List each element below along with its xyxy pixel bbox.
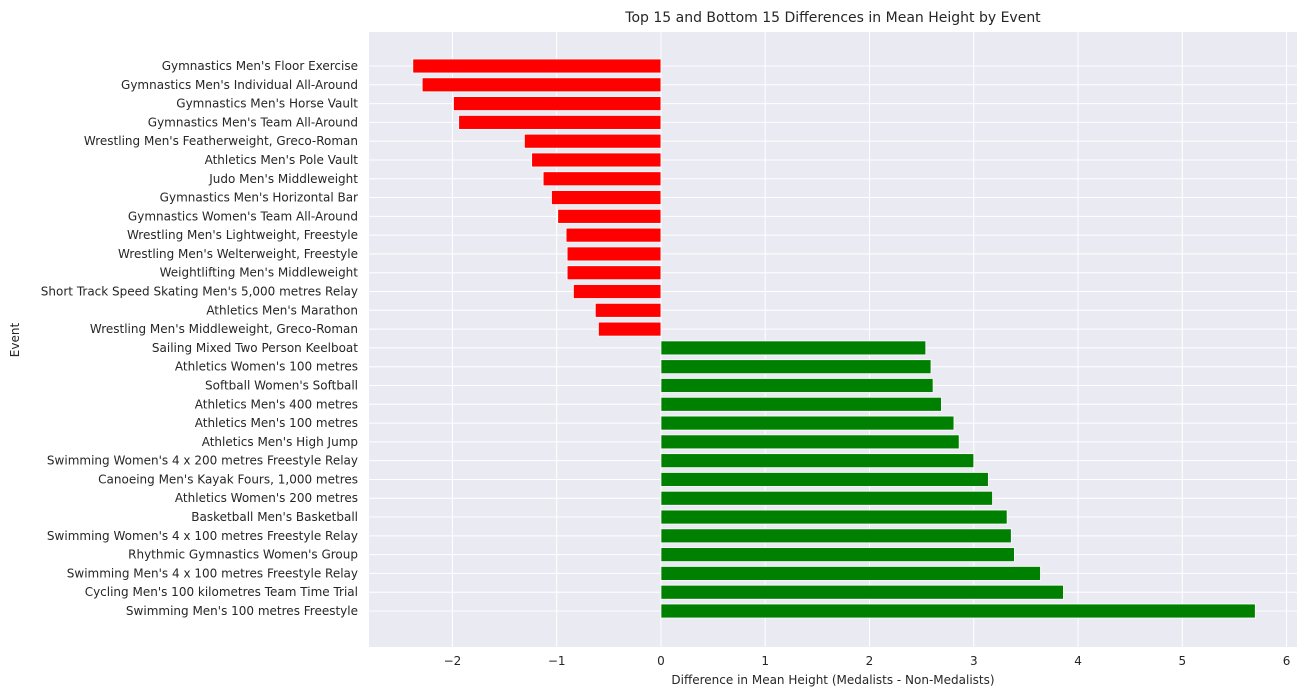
bar (660, 547, 1015, 563)
bars (412, 58, 1256, 619)
y-tick-label: Athletics Women's 100 metres (175, 360, 358, 374)
y-tick-label: Gymnastics Men's Horizontal Bar (160, 191, 358, 205)
y-axis-label: Event (8, 323, 22, 358)
bar (542, 171, 662, 187)
bar (531, 152, 662, 168)
y-tick-label: Wrestling Men's Welterweight, Freestyle (118, 247, 358, 261)
y-tick-label: Weightlifting Men's Middleweight (160, 266, 359, 280)
y-tick-label: Judo Men's Middleweight (208, 172, 358, 186)
y-tick-label: Rhythmic Gymnastics Women's Group (128, 548, 358, 562)
y-tick-label: Wrestling Men's Middleweight, Greco-Roma… (90, 322, 358, 336)
bar (566, 265, 662, 281)
y-tick-label: Wrestling Men's Lightweight, Freestyle (127, 228, 358, 242)
y-tick-label: Athletics Women's 200 metres (175, 491, 358, 505)
plot-background (369, 32, 1297, 647)
bar (412, 58, 662, 74)
bar (660, 528, 1012, 544)
bar (453, 96, 662, 111)
y-tick-label: Gymnastics Men's Horse Vault (176, 97, 358, 111)
bar (557, 208, 662, 224)
bar (660, 490, 993, 506)
x-tick-label: 0 (657, 654, 665, 668)
y-tick-label: Short Track Speed Skating Men's 5,000 me… (41, 285, 358, 299)
bar (421, 77, 662, 93)
x-tick-label: 1 (761, 654, 769, 668)
y-tick-label: Swimming Women's 4 x 200 metres Freestyl… (47, 454, 358, 468)
y-tick-label: Softball Women's Softball (205, 378, 358, 392)
chart-title: Top 15 and Bottom 15 Differences in Mean… (624, 10, 1041, 26)
bar (660, 396, 942, 412)
bar (660, 453, 975, 469)
x-tick-label: 5 (1178, 654, 1186, 668)
bar (660, 434, 960, 450)
y-tick-label: Athletics Men's 400 metres (195, 397, 358, 411)
x-tick-label: 4 (1074, 654, 1082, 668)
y-tick-label: Cycling Men's 100 kilometres Team Time T… (85, 585, 358, 599)
y-tick-label: Athletics Men's Marathon (206, 303, 358, 317)
x-tick-label: −1 (548, 654, 566, 668)
y-tick-label: Gymnastics Men's Individual All-Around (121, 78, 358, 92)
y-tick-label: Wrestling Men's Featherweight, Greco-Rom… (84, 134, 358, 148)
y-tick-label: Swimming Men's 4 x 100 metres Freestyle … (67, 566, 358, 580)
y-tick-label: Swimming Women's 4 x 100 metres Freestyl… (47, 529, 358, 543)
bar (660, 566, 1041, 581)
y-tick-label: Gymnastics Men's Floor Exercise (162, 59, 358, 73)
x-tick-label: 6 (1283, 654, 1291, 668)
y-tick-label: Athletics Men's 100 metres (195, 416, 358, 430)
bar (660, 472, 989, 487)
y-tick-label: Sailing Mixed Two Person Keelboat (152, 341, 358, 355)
x-tick-label: 2 (866, 654, 874, 668)
bar (597, 321, 662, 337)
x-tick-label: 3 (970, 654, 978, 668)
y-tick-label: Swimming Men's 100 metres Freestyle (126, 604, 358, 618)
bar (660, 584, 1064, 600)
y-tick-label: Canoeing Men's Kayak Fours, 1,000 metres (98, 472, 358, 486)
x-tick-labels: −2 −1 0 1 2 3 4 5 6 (444, 654, 1291, 668)
y-tick-label: Basketball Men's Basketball (191, 510, 358, 524)
y-tick-label: Athletics Men's High Jump (202, 435, 358, 449)
x-axis-label: Difference in Mean Height (Medalists - N… (671, 673, 994, 687)
bar (523, 133, 662, 149)
x-tick-label: −2 (444, 654, 462, 668)
y-tick-label: Gymnastics Women's Team All-Around (128, 209, 358, 223)
bar (594, 302, 662, 318)
bar (660, 415, 955, 431)
bar (660, 378, 934, 393)
bar (566, 246, 662, 262)
bar (660, 509, 1008, 525)
bar (572, 284, 662, 299)
y-tick-label: Athletics Men's Pole Vault (205, 153, 359, 167)
y-tick-label: Gymnastics Men's Team All-Around (148, 115, 358, 129)
bar (565, 227, 662, 243)
bar (551, 190, 662, 205)
y-tick-labels: Gymnastics Men's Floor Exercise Gymnastic… (41, 59, 358, 618)
bar (660, 603, 1256, 619)
bar (458, 114, 662, 130)
bar (660, 359, 932, 375)
bar (660, 340, 927, 356)
